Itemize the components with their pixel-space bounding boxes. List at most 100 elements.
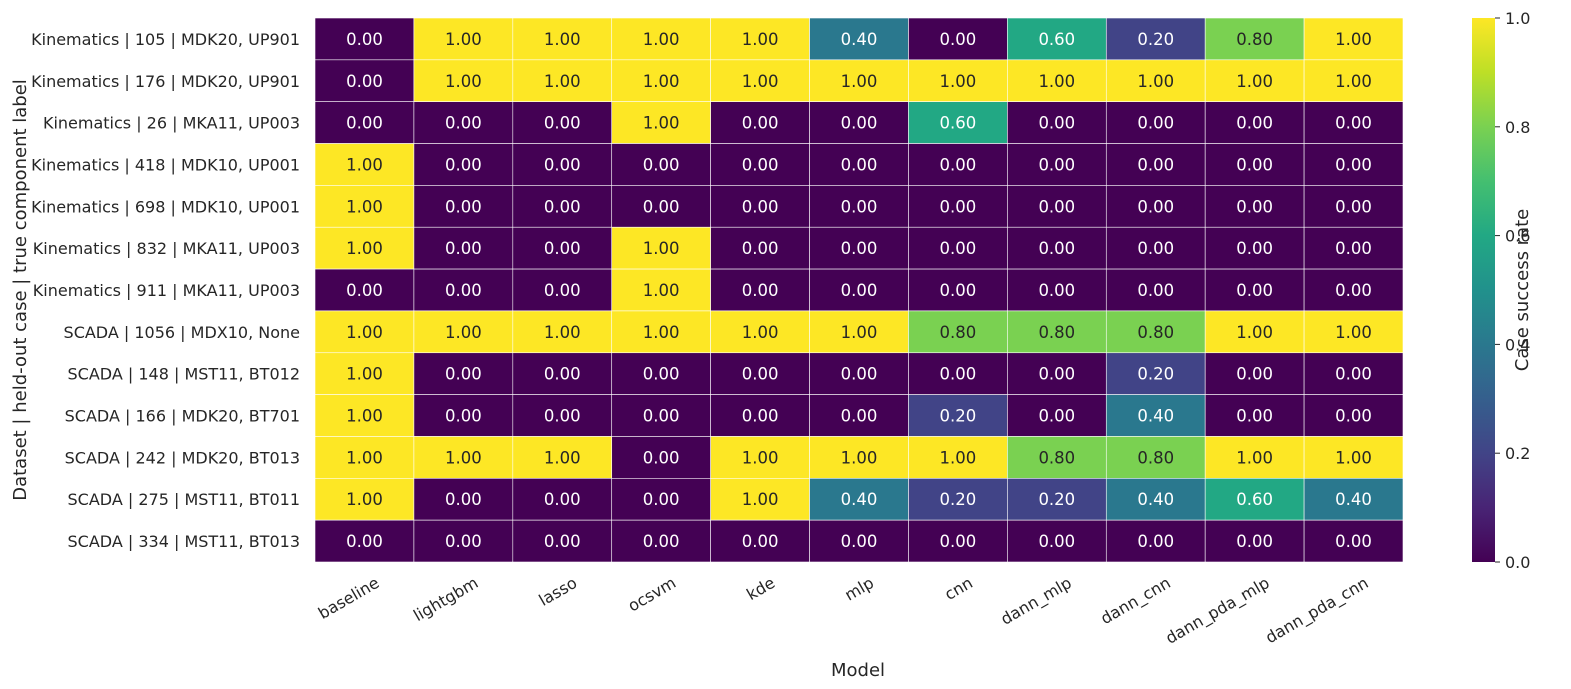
cell-value-label: 0.00 bbox=[643, 155, 680, 174]
cell-value-label: 1.00 bbox=[1335, 30, 1372, 49]
cell-value-label: 1.00 bbox=[445, 72, 482, 91]
cell-value-label: 0.00 bbox=[742, 239, 779, 258]
cell-value-label: 0.00 bbox=[841, 114, 878, 133]
heatmap-cell bbox=[809, 478, 909, 521]
cell-value-label: 0.00 bbox=[445, 155, 482, 174]
cell-value-label: 0.00 bbox=[445, 281, 482, 300]
heatmap-cell bbox=[1204, 436, 1305, 479]
cell-value-label: 0.00 bbox=[1236, 365, 1273, 384]
cell-value-label: 0.00 bbox=[643, 532, 680, 551]
y-tick-label: Kinematics | 105 | MDK20, UP901 bbox=[31, 30, 300, 49]
cell-value-label: 0.00 bbox=[841, 407, 878, 426]
cell-value-label: 0.00 bbox=[841, 155, 878, 174]
cell-value-label: 1.00 bbox=[445, 448, 482, 467]
x-tick-label: lightgbm bbox=[410, 573, 481, 625]
cell-value-label: 0.00 bbox=[742, 155, 779, 174]
heatmap-cell bbox=[809, 226, 909, 270]
cell-value-label: 1.00 bbox=[841, 323, 878, 342]
heatmap-cell bbox=[809, 143, 909, 186]
heatmap-cell bbox=[1007, 478, 1107, 521]
cell-value-label: 0.00 bbox=[1038, 197, 1075, 216]
cell-value-label: 0.00 bbox=[940, 281, 977, 300]
colorbar-tick-label: 1.0 bbox=[1505, 9, 1530, 28]
heatmap-cell bbox=[1007, 268, 1107, 312]
heatmap-cell bbox=[809, 59, 909, 102]
cell-value-label: 0.00 bbox=[742, 114, 779, 133]
cell-value-label: 0.00 bbox=[643, 407, 680, 426]
heatmap-cell bbox=[512, 268, 613, 312]
cell-value-label: 0.00 bbox=[1038, 532, 1075, 551]
heatmap-cell bbox=[512, 59, 613, 102]
cell-value-label: 0.00 bbox=[1038, 365, 1075, 384]
cell-value-label: 0.00 bbox=[544, 490, 581, 509]
cell-value-label: 0.00 bbox=[1137, 114, 1174, 133]
cell-value-label: 0.20 bbox=[1038, 490, 1075, 509]
heatmap-cell bbox=[908, 143, 1008, 186]
heatmap-cell bbox=[1204, 352, 1305, 395]
cell-value-label: 0.00 bbox=[445, 114, 482, 133]
heatmap-cell bbox=[314, 59, 415, 102]
cell-value-label: 0.40 bbox=[1137, 407, 1174, 426]
cell-value-label: 0.00 bbox=[346, 72, 383, 91]
cell-value-label: 1.00 bbox=[643, 30, 680, 49]
heatmap-cell bbox=[809, 17, 909, 61]
colorbar-tick-label: 0.4 bbox=[1505, 335, 1530, 354]
heatmap-cell bbox=[710, 143, 810, 186]
x-tick-label: dann_pda_cnn bbox=[1262, 573, 1372, 648]
heatmap-cell bbox=[809, 185, 909, 228]
cell-value-label: 1.00 bbox=[346, 490, 383, 509]
cell-value-label: 1.00 bbox=[643, 72, 680, 91]
cell-value-label: 0.00 bbox=[742, 281, 779, 300]
cell-value-label: 0.00 bbox=[1335, 407, 1372, 426]
cell-value-label: 0.00 bbox=[1038, 239, 1075, 258]
heatmap-cell bbox=[1303, 101, 1404, 144]
heatmap-cell bbox=[1105, 310, 1206, 354]
heatmap-cell bbox=[413, 185, 514, 228]
cell-value-label: 0.00 bbox=[346, 30, 383, 49]
y-tick-labels: Kinematics | 105 | MDK20, UP901 Kinematic… bbox=[31, 30, 300, 551]
heatmap-cell bbox=[512, 185, 613, 228]
heatmap-cell bbox=[1007, 352, 1107, 395]
cell-value-label: 0.00 bbox=[940, 532, 977, 551]
y-tick-label: SCADA | 148 | MST11, BT012 bbox=[68, 365, 300, 384]
heatmap-cell bbox=[1105, 101, 1206, 144]
heatmap-cell bbox=[314, 394, 415, 437]
heatmap-cell bbox=[1204, 17, 1305, 61]
heatmap-cell bbox=[1007, 17, 1107, 61]
heatmap-cell bbox=[1204, 185, 1305, 228]
cell-value-label: 0.00 bbox=[1038, 281, 1075, 300]
heatmap-cell bbox=[611, 310, 711, 354]
cell-value-label: 0.00 bbox=[742, 407, 779, 426]
cell-value-label: 0.00 bbox=[1335, 197, 1372, 216]
cell-value-label: 0.00 bbox=[445, 239, 482, 258]
cell-value-label: 1.00 bbox=[1335, 448, 1372, 467]
cell-value-label: 0.00 bbox=[643, 490, 680, 509]
heatmap-cell bbox=[1204, 310, 1305, 354]
cell-value-label: 1.00 bbox=[1137, 72, 1174, 91]
cell-value-label: 0.00 bbox=[544, 239, 581, 258]
heatmap-cell bbox=[314, 436, 415, 479]
cell-value-label: 1.00 bbox=[841, 72, 878, 91]
heatmap-cell bbox=[413, 226, 514, 270]
cell-value-label: 0.00 bbox=[841, 281, 878, 300]
cell-value-label: 0.00 bbox=[1038, 114, 1075, 133]
cell-value-label: 0.00 bbox=[841, 365, 878, 384]
heatmap-cell bbox=[908, 59, 1008, 102]
cell-value-label: 0.00 bbox=[1137, 281, 1174, 300]
cell-value-label: 0.20 bbox=[1137, 30, 1174, 49]
heatmap-cell bbox=[1105, 478, 1206, 521]
y-tick-label: SCADA | 275 | MST11, BT011 bbox=[68, 490, 300, 509]
x-tick-label: cnn bbox=[941, 573, 976, 604]
cell-value-label: 0.00 bbox=[544, 365, 581, 384]
heatmap-cell bbox=[1303, 143, 1404, 186]
heatmap-cell bbox=[1204, 59, 1305, 102]
heatmap-cell bbox=[413, 436, 514, 479]
cell-value-label: 0.00 bbox=[1137, 239, 1174, 258]
cell-value-label: 0.00 bbox=[1335, 239, 1372, 258]
heatmap-cell bbox=[1204, 143, 1305, 186]
heatmap-cell bbox=[1303, 59, 1404, 102]
heatmap-cell bbox=[710, 17, 810, 61]
heatmap-cell bbox=[413, 17, 514, 61]
heatmap-cell bbox=[1007, 310, 1107, 354]
heatmap-cell bbox=[314, 226, 415, 270]
